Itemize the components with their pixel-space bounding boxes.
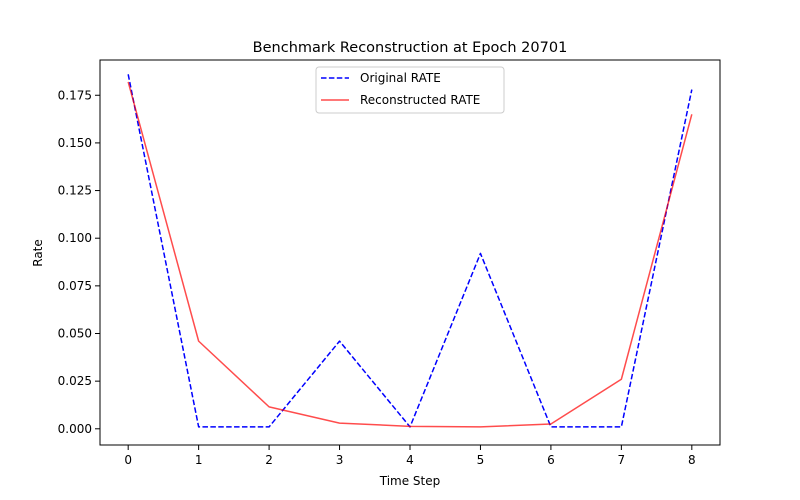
x-tick-label: 7 (618, 453, 626, 467)
x-tick-label: 1 (195, 453, 203, 467)
y-tick-label: 0.150 (58, 136, 92, 150)
series-layer (127, 74, 693, 428)
x-tick-label: 0 (124, 453, 132, 467)
y-tick-label: 0.100 (58, 231, 92, 245)
plot-area (99, 59, 721, 446)
plot-frame (99, 59, 721, 446)
y-tick-label: 0.175 (58, 88, 92, 102)
x-axis: 0 1 2 3 4 5 6 7 8 (124, 445, 696, 467)
y-tick-label: 0.075 (58, 279, 92, 293)
legend-frame (315, 66, 505, 114)
x-tick-label: 3 (336, 453, 344, 467)
y-tick-label: 0.025 (58, 374, 92, 388)
x-tick-label: 4 (406, 453, 414, 467)
y-tick-label: 0.125 (58, 184, 92, 198)
x-tick-label: 2 (265, 453, 273, 467)
y-tick-label: 0.050 (58, 327, 92, 341)
legend-reconstructed-label: Reconstructed RATE (360, 93, 480, 107)
x-tick-label: 8 (688, 453, 696, 467)
x-axis-label: Time Step (379, 474, 441, 488)
reconstructed-rate-line (127, 81, 693, 428)
original-rate-line (127, 74, 693, 428)
legend: Original RATE Reconstructed RATE (315, 66, 505, 114)
legend-original-label: Original RATE (360, 71, 441, 85)
y-axis: 0.000 0.025 0.050 0.075 0.100 0.125 0.150 0.175 (58, 88, 100, 436)
x-tick-label: 5 (477, 453, 485, 467)
y-tick-label: 0.000 (58, 422, 92, 436)
x-tick-label: 6 (547, 453, 555, 467)
y-axis-label: Rate (31, 239, 45, 267)
chart-title: Benchmark Reconstruction at Epoch 20701 (253, 40, 568, 56)
